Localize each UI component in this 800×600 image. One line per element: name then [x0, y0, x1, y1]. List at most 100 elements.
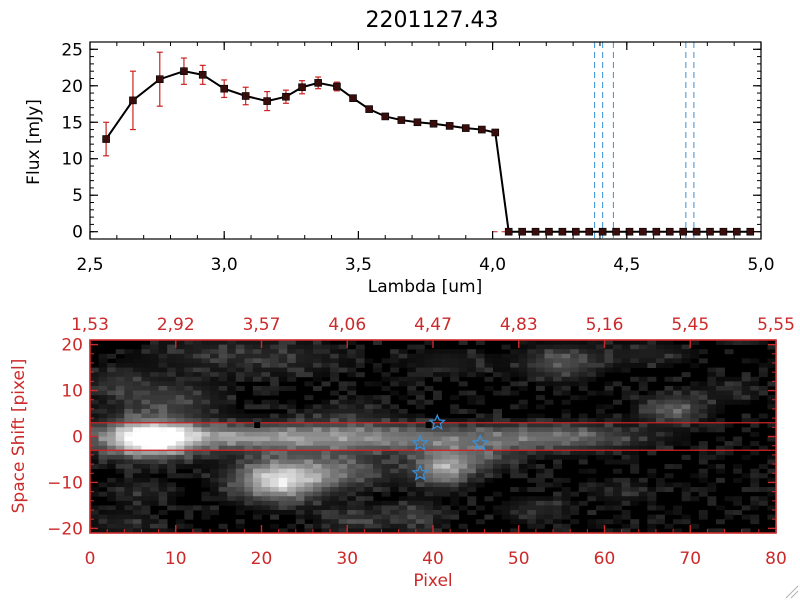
image-pixel [184, 385, 194, 391]
image-pixel [441, 473, 451, 479]
image-pixel [278, 487, 288, 493]
image-pixel [132, 390, 142, 396]
image-pixel [390, 418, 400, 424]
image-pixel [210, 408, 220, 414]
image-pixel [467, 468, 477, 474]
image-pixel [90, 422, 99, 428]
data-point-19 [461, 124, 470, 132]
image-pixel [338, 395, 348, 401]
image-pixel [372, 468, 382, 474]
image-pixel [295, 519, 305, 525]
image-pixel [252, 500, 262, 506]
image-pixel [741, 505, 751, 511]
image-pixel [578, 362, 588, 368]
image-pixel [604, 454, 614, 460]
image-pixel [184, 413, 194, 419]
image-pixel [184, 362, 194, 368]
image-pixel [450, 514, 460, 520]
image-pixel [381, 436, 391, 442]
image-pixel [115, 450, 125, 456]
image-pixel [184, 422, 194, 428]
image-pixel [158, 523, 168, 529]
image-pixel [167, 487, 177, 493]
image-pixel [210, 344, 220, 350]
image-pixel [647, 399, 657, 405]
image-pixel [287, 418, 297, 424]
image-pixel [715, 427, 725, 433]
image-pixel [655, 353, 665, 359]
image-pixel [518, 510, 528, 516]
image-pixel [347, 358, 357, 364]
image-pixel [604, 431, 614, 437]
image-pixel [330, 500, 340, 506]
image-pixel [227, 487, 237, 493]
image-pixel [278, 459, 288, 465]
image-pixel [201, 510, 211, 516]
image-pixel [304, 500, 314, 506]
image-pixel [244, 358, 254, 364]
image-pixel [287, 431, 297, 437]
image-pixel [733, 510, 743, 516]
image-pixel [595, 390, 605, 396]
image-pixel [330, 523, 340, 529]
image-pixel [595, 362, 605, 368]
image-pixel [150, 500, 159, 506]
image-pixel [750, 381, 760, 387]
image-pixel [381, 487, 391, 493]
image-pixel [304, 372, 314, 378]
image-pixel [141, 418, 151, 424]
image-pixel [561, 510, 571, 516]
image-pixel [715, 450, 725, 456]
image-pixel [510, 431, 520, 437]
image-pixel [690, 523, 700, 529]
image-pixel [767, 399, 777, 405]
image-pixel [167, 500, 177, 506]
image-pixel [707, 390, 717, 396]
image-pixel [561, 491, 571, 497]
image-pixel [270, 468, 280, 474]
resize-grip-icon[interactable] [785, 585, 799, 599]
image-pixel [381, 372, 391, 378]
image-pixel [364, 441, 374, 447]
image-pixel [398, 427, 408, 433]
image-pixel [347, 362, 357, 368]
image-pixel [158, 519, 168, 525]
image-pixel [433, 362, 442, 368]
image-pixel [467, 390, 477, 396]
image-pixel [192, 385, 202, 391]
image-pixel [132, 477, 142, 483]
source-marker-1 [425, 422, 432, 429]
image-pixel [527, 519, 537, 525]
image-pixel [252, 482, 262, 488]
image-pixel [270, 372, 280, 378]
image-pixel [364, 436, 374, 442]
image-pixel [647, 408, 657, 414]
image-pixel [295, 514, 305, 520]
image-pixel [124, 482, 134, 488]
top-tick-label-2: 3,57 [243, 315, 281, 335]
image-pixel [715, 404, 725, 410]
image-pixel [510, 362, 520, 368]
image-pixel [304, 418, 314, 424]
image-pixel [287, 459, 297, 465]
image-pixel [98, 445, 108, 451]
y-tick-label-3: 15 [61, 113, 83, 133]
image-pixel [433, 441, 442, 447]
image-pixel [150, 459, 159, 465]
image-pixel [227, 491, 237, 497]
image-pixel [673, 427, 683, 433]
image-pixel [681, 413, 691, 419]
image-pixel [501, 431, 511, 437]
image-pixel [158, 477, 168, 483]
image-pixel [544, 376, 554, 382]
image-pixel [621, 422, 631, 428]
image-pixel [115, 477, 125, 483]
y-tick-label-4: 20 [61, 336, 83, 356]
image-pixel [338, 441, 348, 447]
image-pixel [287, 482, 297, 488]
image-pixel [510, 464, 520, 470]
image-pixel [287, 399, 297, 405]
image-pixel [655, 404, 665, 410]
image-pixel [424, 473, 434, 479]
image-pixel [741, 454, 751, 460]
